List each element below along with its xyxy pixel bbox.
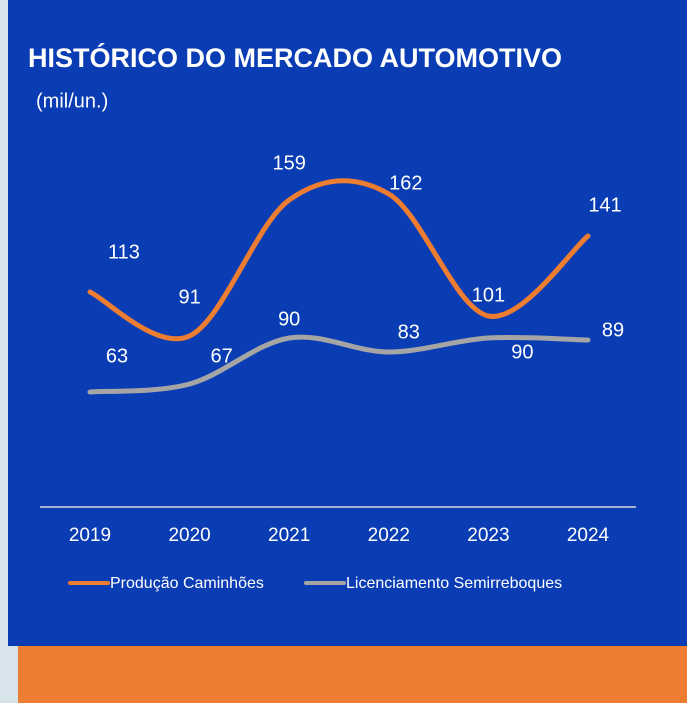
x-tick-label: 2020 xyxy=(168,525,210,546)
data-label: 67 xyxy=(210,345,232,367)
data-label: 162 xyxy=(389,172,422,194)
series-line xyxy=(87,178,591,342)
legend-label: Licenciamento Semirreboques xyxy=(346,575,562,592)
chart-title: HISTÓRICO DO MERCADO AUTOMOTIVO xyxy=(28,42,562,73)
data-label: 159 xyxy=(273,152,306,174)
x-tick-label: 2021 xyxy=(268,525,310,546)
x-tick-label: 2024 xyxy=(567,525,610,546)
data-label: 63 xyxy=(106,345,128,367)
data-label: 91 xyxy=(178,286,200,308)
data-label: 89 xyxy=(602,319,624,341)
x-tick-label: 2019 xyxy=(69,525,111,546)
data-label: 113 xyxy=(108,241,140,263)
data-label: 90 xyxy=(511,341,533,363)
legend-label: Produção Caminhões xyxy=(110,575,264,592)
data-label: 141 xyxy=(588,194,621,216)
footer-band xyxy=(18,646,687,703)
data-label: 90 xyxy=(278,308,300,330)
data-label: 101 xyxy=(472,284,505,306)
panel xyxy=(8,0,687,646)
x-tick-label: 2022 xyxy=(368,525,410,546)
data-label: 83 xyxy=(398,321,420,343)
x-tick-label: 2023 xyxy=(467,525,509,546)
chart-subtitle: (mil/un.) xyxy=(36,90,108,112)
series-line xyxy=(87,334,591,395)
